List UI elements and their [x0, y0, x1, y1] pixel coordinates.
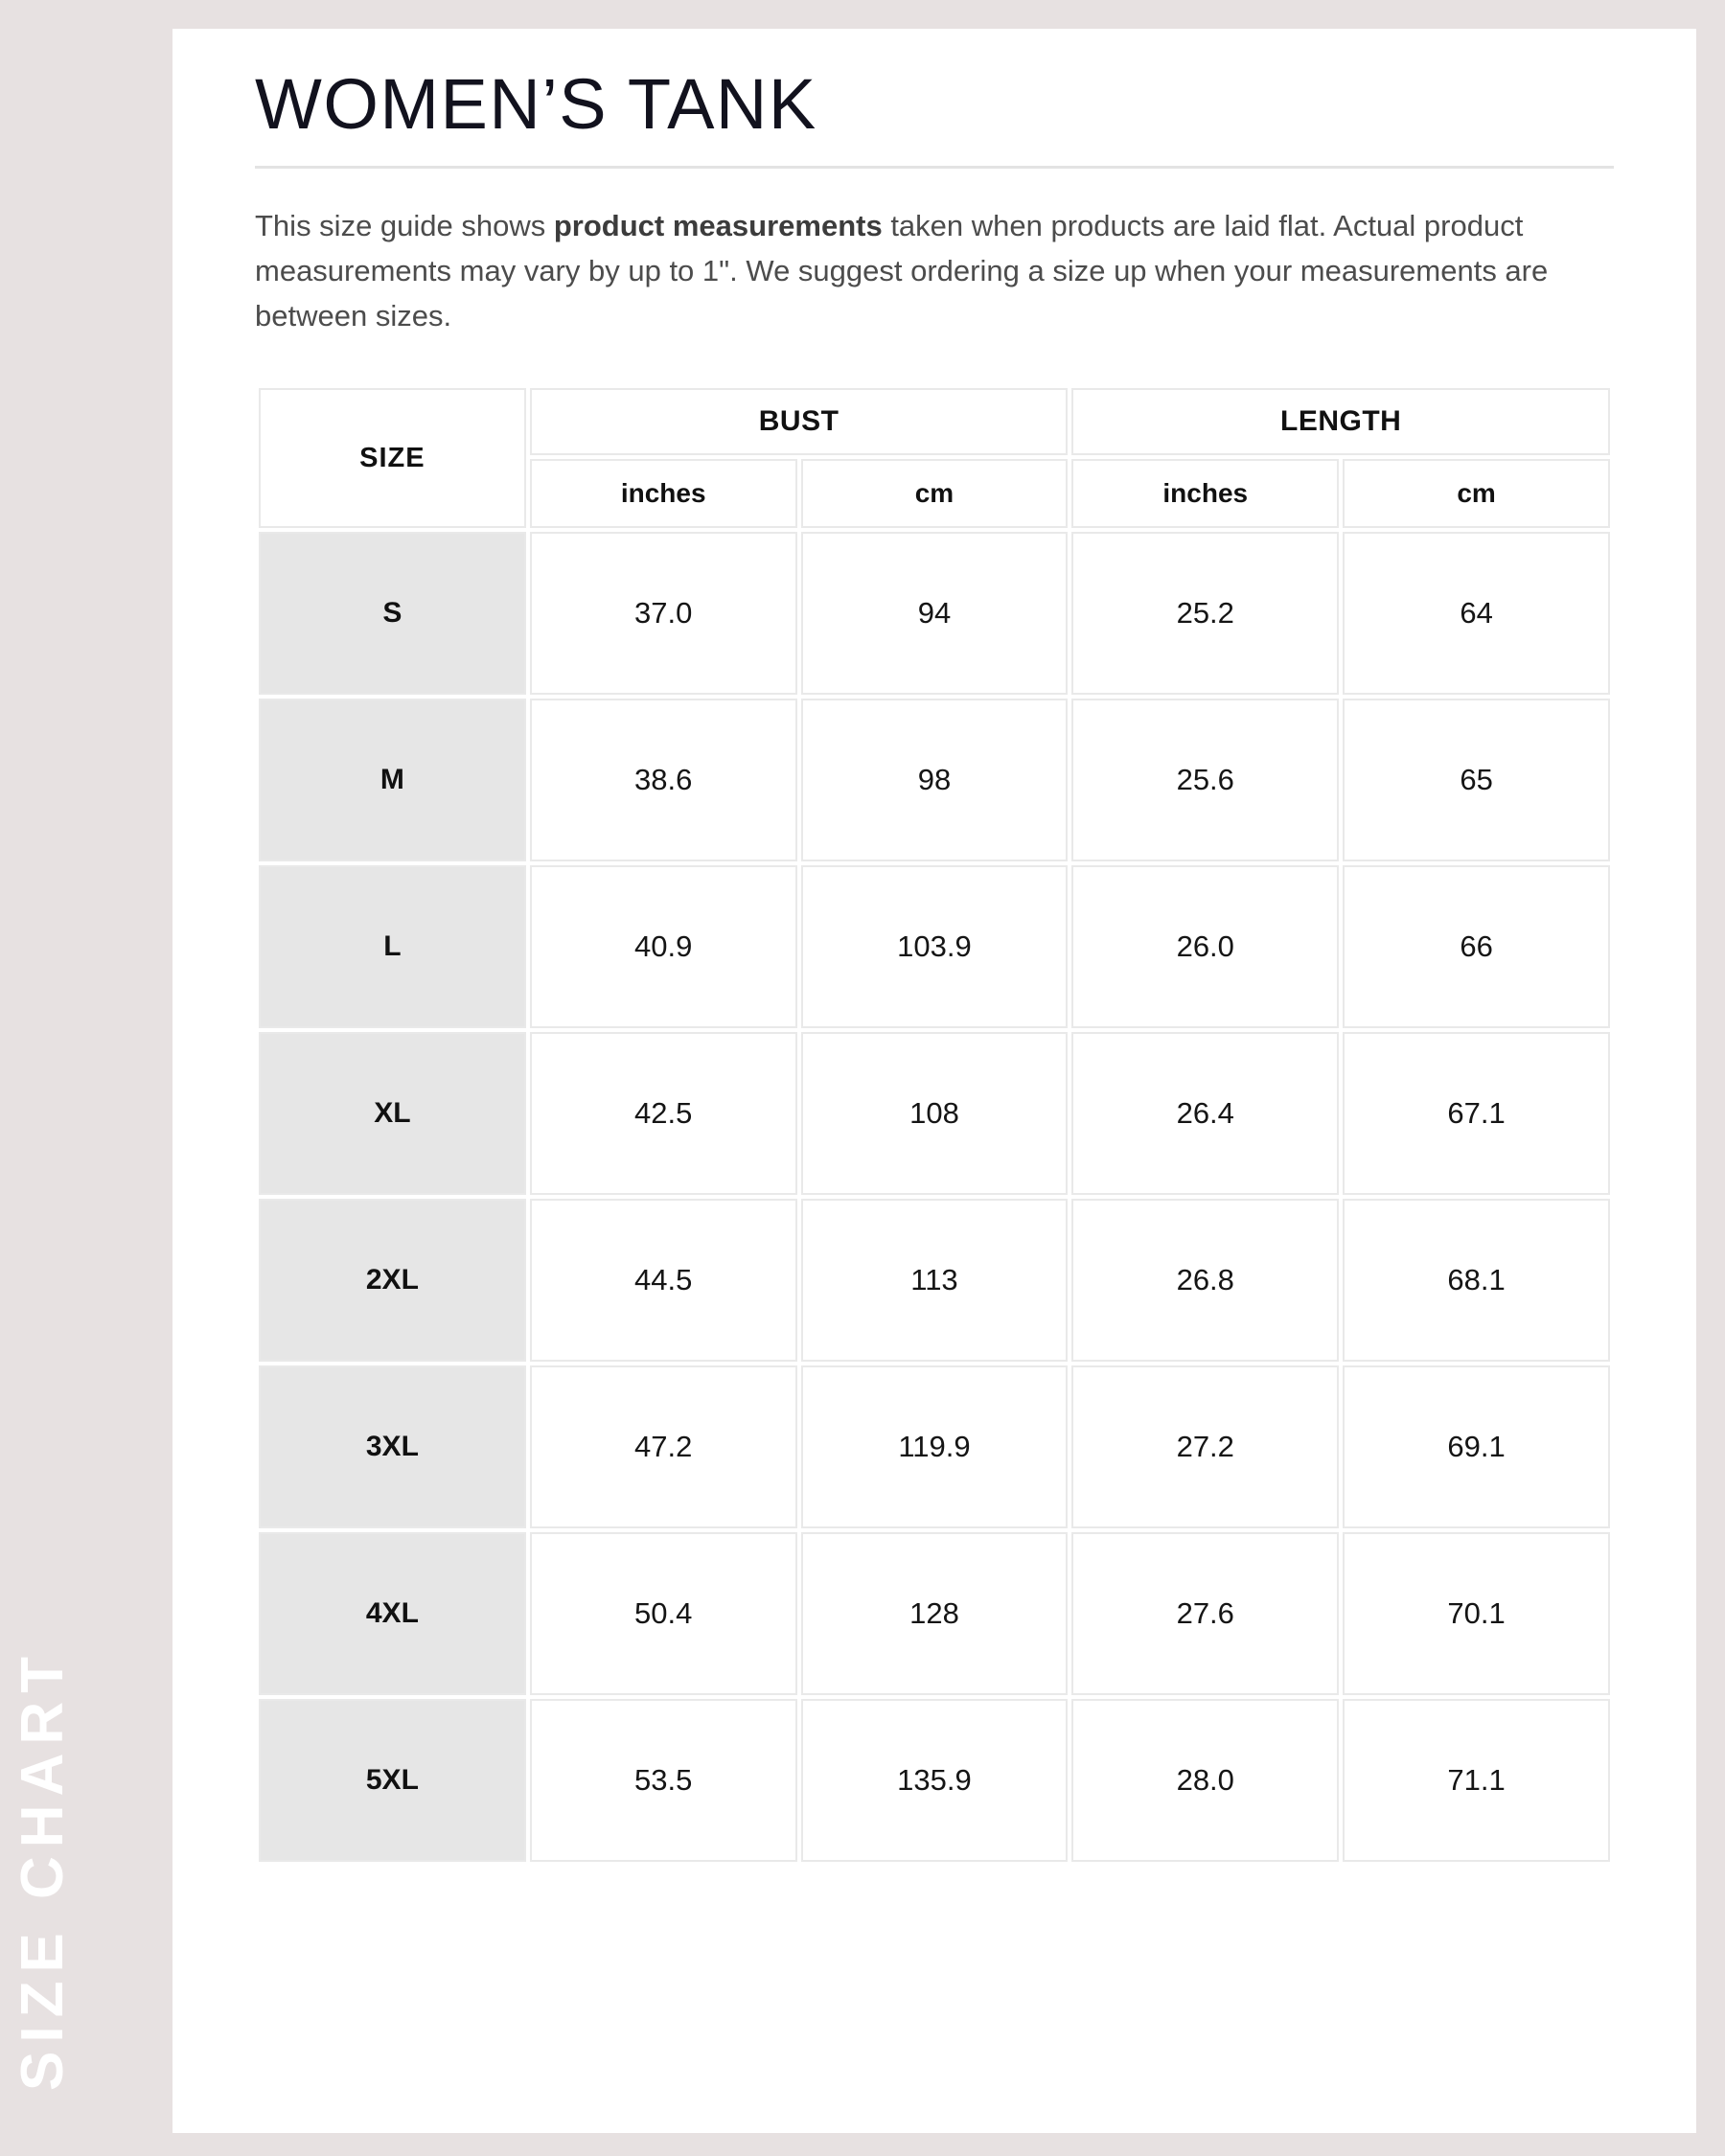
intro-emphasis: product measurements — [553, 208, 883, 242]
cell-bust-in: 50.4 — [529, 1532, 797, 1696]
table-body: S 37.0 94 25.2 64 M 38.6 98 25.6 65 — [259, 532, 1610, 1863]
cell-length-in: 26.8 — [1071, 1199, 1340, 1363]
intro-text-part2: taken when products are laid flat. Actua… — [255, 208, 1549, 333]
table-row: XL 42.5 108 26.4 67.1 — [259, 1032, 1610, 1196]
header-bust-inches: inches — [529, 459, 797, 529]
cell-bust-cm: 94 — [800, 532, 1069, 696]
cell-length-in: 28.0 — [1071, 1699, 1340, 1863]
cell-bust-in: 37.0 — [529, 532, 797, 696]
cell-length-cm: 70.1 — [1343, 1532, 1610, 1696]
cell-size: 2XL — [259, 1199, 526, 1363]
cell-length-cm: 64 — [1343, 532, 1610, 696]
cell-length-cm: 67.1 — [1343, 1032, 1610, 1196]
cell-bust-cm: 98 — [800, 699, 1069, 862]
table-row: S 37.0 94 25.2 64 — [259, 532, 1610, 696]
table-row: 4XL 50.4 128 27.6 70.1 — [259, 1532, 1610, 1696]
cell-length-cm: 71.1 — [1343, 1699, 1610, 1863]
cell-bust-cm: 103.9 — [800, 865, 1069, 1029]
header-size: SIZE — [259, 388, 526, 529]
cell-size: 4XL — [259, 1532, 526, 1696]
cell-length-in: 26.4 — [1071, 1032, 1340, 1196]
cell-length-in: 27.6 — [1071, 1532, 1340, 1696]
cell-length-in: 25.6 — [1071, 699, 1340, 862]
cell-size: XL — [259, 1032, 526, 1196]
cell-bust-cm: 108 — [800, 1032, 1069, 1196]
cell-length-cm: 65 — [1343, 699, 1610, 862]
sidebar-vertical-title: SIZE CHART — [10, 1648, 76, 2091]
cell-size: 3XL — [259, 1365, 526, 1529]
cell-bust-cm: 113 — [800, 1199, 1069, 1363]
cell-bust-in: 38.6 — [529, 699, 797, 862]
table-row: 5XL 53.5 135.9 28.0 71.1 — [259, 1699, 1610, 1863]
cell-length-in: 25.2 — [1071, 532, 1340, 696]
cell-bust-in: 40.9 — [529, 865, 797, 1029]
content-card: WOMEN’S TANK This size guide shows produ… — [172, 29, 1696, 2133]
cell-bust-cm: 119.9 — [800, 1365, 1069, 1529]
table-row: L 40.9 103.9 26.0 66 — [259, 865, 1610, 1029]
cell-size: L — [259, 865, 526, 1029]
cell-size: M — [259, 699, 526, 862]
header-length-cm: cm — [1343, 459, 1610, 529]
cell-bust-in: 44.5 — [529, 1199, 797, 1363]
cell-length-cm: 69.1 — [1343, 1365, 1610, 1529]
cell-length-in: 27.2 — [1071, 1365, 1340, 1529]
table-unit-header-row: inches cm inches cm — [259, 459, 1610, 529]
cell-bust-in: 53.5 — [529, 1699, 797, 1863]
header-group-length: LENGTH — [1071, 388, 1610, 456]
cell-size: 5XL — [259, 1699, 526, 1863]
cell-size: S — [259, 532, 526, 696]
table-row: M 38.6 98 25.6 65 — [259, 699, 1610, 862]
header-group-bust: BUST — [529, 388, 1069, 456]
table-head: SIZE BUST LENGTH inches cm inches cm — [259, 388, 1610, 529]
intro-paragraph: This size guide shows product measuremen… — [255, 203, 1614, 338]
cell-length-cm: 66 — [1343, 865, 1610, 1029]
table-group-header-row: SIZE BUST LENGTH — [259, 388, 1610, 529]
header-bust-cm: cm — [800, 459, 1069, 529]
cell-length-cm: 68.1 — [1343, 1199, 1610, 1363]
page-title: WOMEN’S TANK — [255, 64, 817, 144]
table-row: 2XL 44.5 113 26.8 68.1 — [259, 1199, 1610, 1363]
card-inner: WOMEN’S TANK This size guide shows produ… — [172, 29, 1696, 1866]
header-length-inches: inches — [1071, 459, 1340, 529]
cell-length-in: 26.0 — [1071, 865, 1340, 1029]
cell-bust-cm: 135.9 — [800, 1699, 1069, 1863]
title-divider — [255, 165, 1614, 169]
size-chart-table: SIZE BUST LENGTH inches cm inches cm S 3… — [255, 384, 1614, 1866]
cell-bust-in: 42.5 — [529, 1032, 797, 1196]
sidebar: SIZE CHART — [0, 0, 172, 2156]
cell-bust-cm: 128 — [800, 1532, 1069, 1696]
table-row: 3XL 47.2 119.9 27.2 69.1 — [259, 1365, 1610, 1529]
intro-text-part1: This size guide shows — [255, 208, 554, 242]
cell-bust-in: 47.2 — [529, 1365, 797, 1529]
